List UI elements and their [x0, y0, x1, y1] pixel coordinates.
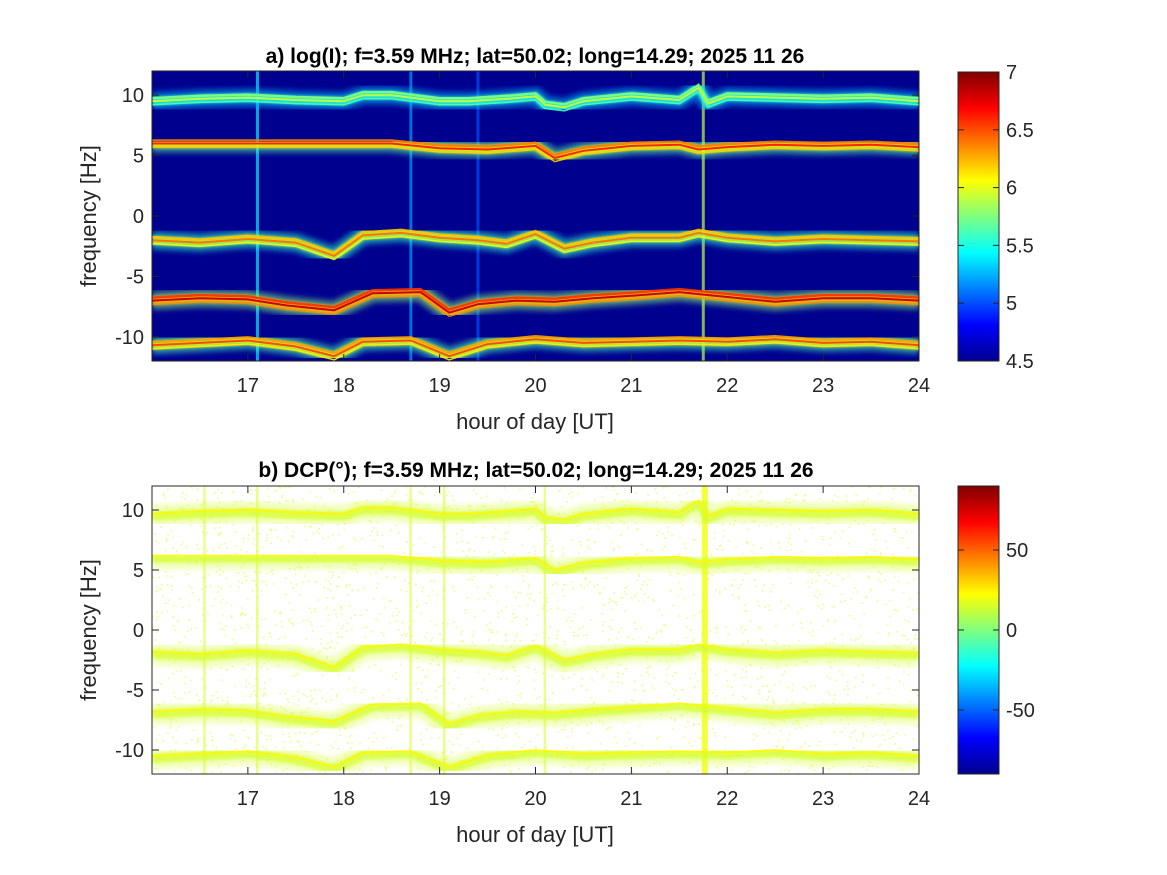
y-tick-label: 10	[122, 85, 144, 107]
panel-a-y-ticks: -10 -5 0 5 10	[115, 85, 919, 349]
band-line-upper	[152, 139, 919, 157]
panel-b-colorbar-ticks: -50 0 50	[958, 540, 1035, 722]
y-tick-label: 0	[133, 620, 144, 642]
panel-b-title: b) DCP(°); f=3.59 MHz; lat=50.02; long=1…	[258, 459, 813, 482]
band-glow	[152, 701, 919, 731]
panel-b-colorbar	[957, 485, 1000, 775]
band-line-lower	[152, 295, 919, 318]
band-glow	[152, 553, 919, 578]
panel-b-plot-background	[152, 486, 919, 774]
x-tick-label: 18	[333, 375, 355, 397]
band-line-lower	[152, 90, 919, 112]
band-line	[152, 86, 919, 109]
band-line	[152, 231, 919, 258]
colorbar-tick-label: 50	[1006, 540, 1028, 562]
x-tick-label: 23	[812, 788, 834, 810]
colorbar-tick-label: 4.5	[1006, 351, 1034, 373]
panel-a-bands	[152, 71, 919, 361]
panel-b-y-ticks: -10 -5 0 5 10	[115, 500, 919, 762]
panel-a-colorbar	[957, 71, 1000, 362]
band-line-upper	[152, 287, 919, 311]
vertical-streak	[255, 486, 259, 774]
panel-b: b) DCP(°); f=3.59 MHz; lat=50.02; long=1…	[76, 459, 1035, 847]
panel-b-x-ticks: 17 18 19 20 21 22 23 24	[237, 486, 930, 810]
vertical-streak	[701, 486, 708, 774]
band-line	[152, 291, 919, 314]
panel-b-bands	[152, 486, 919, 774]
y-tick-label: 5	[133, 560, 144, 582]
colorbar-tick-label: 6.5	[1006, 120, 1034, 142]
x-tick-label: 18	[333, 788, 355, 810]
colorbar-tick-label: -50	[1006, 700, 1035, 722]
x-tick-label: 24	[908, 788, 930, 810]
vertical-streak	[409, 486, 412, 774]
vertical-streak	[442, 486, 446, 774]
x-tick-label: 20	[524, 375, 546, 397]
band-line	[152, 643, 919, 669]
panel-a-plot-background	[152, 71, 919, 361]
band-line-lower	[152, 342, 919, 361]
x-tick-label: 17	[237, 375, 259, 397]
y-tick-label: -10	[115, 327, 144, 349]
x-tick-label: 22	[716, 788, 738, 810]
x-tick-label: 17	[237, 788, 259, 810]
band-line-lower	[152, 235, 919, 261]
band-glow	[152, 496, 919, 527]
vertical-streak	[409, 71, 413, 361]
colorbar-tick-label: 0	[1006, 620, 1017, 642]
y-tick-label: 0	[133, 206, 144, 228]
vertical-streak	[543, 486, 547, 774]
x-tick-label: 19	[429, 375, 451, 397]
vertical-streak	[255, 71, 259, 361]
x-tick-label: 24	[908, 375, 930, 397]
panel-a-x-ticks: 17 18 19 20 21 22 23 24	[237, 71, 930, 397]
band-line	[152, 702, 919, 725]
vertical-streak	[203, 486, 206, 774]
band-line-upper	[152, 334, 919, 355]
band-line	[152, 554, 919, 572]
colorbar-tick-label: 7	[1006, 62, 1017, 84]
y-tick-label: -10	[115, 740, 144, 762]
band-line	[152, 142, 919, 160]
y-tick-label: 5	[133, 146, 144, 168]
panel-a: a) log(I); f=3.59 MHz; lat=50.02; long=1…	[76, 45, 1034, 434]
y-tick-label: -5	[126, 680, 144, 702]
band-line-upper	[152, 83, 919, 106]
panel-a-colorbar-ticks: 4.5 5 5.5 6 6.5 7	[958, 62, 1034, 373]
band-glow	[152, 747, 919, 774]
colorbar-tick-label: 5	[1006, 293, 1017, 315]
colorbar-tick-label: 6	[1006, 178, 1017, 200]
panel-a-title: a) log(I); f=3.59 MHz; lat=50.02; long=1…	[266, 45, 805, 68]
band-line	[152, 338, 919, 358]
x-tick-label: 20	[524, 788, 546, 810]
vertical-streak	[476, 71, 480, 361]
panel-a-xlabel: hour of day [UT]	[456, 409, 614, 434]
x-tick-label: 21	[620, 375, 642, 397]
panel-b-ylabel: frequency [Hz]	[76, 559, 101, 701]
x-tick-label: 21	[620, 788, 642, 810]
band-glow	[152, 642, 919, 675]
y-tick-label: 10	[122, 500, 144, 522]
band-line-lower	[152, 146, 919, 163]
colorbar-tick-label: 5.5	[1006, 235, 1034, 257]
y-tick-label: -5	[126, 266, 144, 288]
band-line-upper	[152, 228, 919, 255]
band-line	[152, 748, 919, 768]
panel-b-xlabel: hour of day [UT]	[456, 822, 614, 847]
x-tick-label: 19	[429, 788, 451, 810]
x-tick-label: 23	[812, 375, 834, 397]
x-tick-label: 22	[716, 375, 738, 397]
band-line	[152, 499, 919, 521]
panel-a-ylabel: frequency [Hz]	[76, 145, 101, 287]
vertical-streak	[701, 71, 705, 361]
